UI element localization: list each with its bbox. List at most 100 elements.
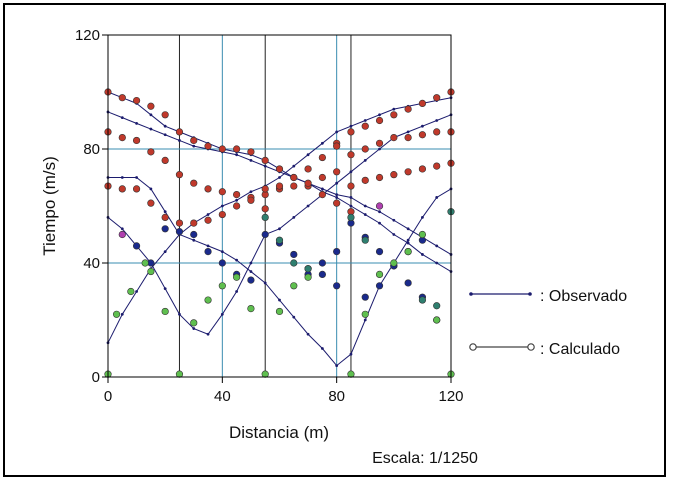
chart-frame: 0 40 80 120 0 40 80 120 Distancia (m) Escala: 1… <box>3 3 666 477</box>
observado-point <box>206 332 210 336</box>
observado-point <box>249 270 253 273</box>
observado-point <box>163 210 167 214</box>
calculado-point <box>318 173 326 182</box>
observado-point <box>406 238 410 242</box>
observado-point <box>421 253 424 256</box>
legend-calculado-marker <box>527 343 535 351</box>
calculado-point <box>418 296 427 304</box>
calculado-point <box>375 139 384 147</box>
calculado-point <box>347 128 355 136</box>
calculado-point <box>204 296 212 304</box>
calculado-point <box>304 265 312 273</box>
observado-point <box>363 318 367 322</box>
calculado-point <box>147 267 155 276</box>
calculado-point <box>175 370 184 378</box>
observado-point <box>135 176 138 179</box>
calculado-point <box>347 182 355 190</box>
seismic-travel-time-chart: 0 40 80 120 0 40 80 120 Distancia (m) Escala: 1… <box>40 27 627 467</box>
observado-point <box>349 170 353 174</box>
calculado-point <box>318 270 326 279</box>
calculado-point <box>333 168 341 176</box>
calculado-point <box>247 148 255 156</box>
observado-point <box>235 198 239 202</box>
calculado-point <box>304 165 312 173</box>
x-tick-label: 120 <box>438 388 463 405</box>
observado-point <box>306 204 310 208</box>
observado-point <box>349 204 353 208</box>
calculado-point <box>118 230 126 239</box>
observado-point <box>320 347 324 350</box>
observado-point <box>249 190 253 194</box>
calculado-point <box>418 230 427 239</box>
calculado-point <box>175 219 184 227</box>
calculado-point <box>204 248 212 256</box>
observado-point <box>235 153 239 157</box>
calculado-point <box>390 134 398 142</box>
calculado-point <box>404 248 412 256</box>
calculado-point <box>290 259 298 267</box>
observado-point <box>163 124 167 128</box>
calculado-point <box>347 213 355 221</box>
calculado-point <box>304 273 312 281</box>
observado-point <box>320 187 324 191</box>
y-tick-label: 120 <box>75 27 100 44</box>
calculado-point <box>333 142 341 150</box>
observado-point <box>306 153 310 157</box>
observado-point <box>120 116 124 120</box>
calculado-point <box>247 276 255 284</box>
calculado-point <box>290 282 298 290</box>
calculado-point <box>261 213 269 221</box>
calculado-point <box>175 128 184 136</box>
calculado-point <box>112 310 121 318</box>
observado-point <box>363 159 367 162</box>
calculado-point <box>132 185 141 193</box>
calculado-point <box>141 259 149 267</box>
calculado-point <box>132 136 141 145</box>
calculado-point <box>204 142 212 150</box>
calculado-point <box>361 236 369 244</box>
calculado-point <box>175 228 184 236</box>
calculado-point <box>175 171 184 179</box>
observado-point <box>163 250 167 254</box>
observado-point <box>220 312 224 316</box>
observado-point <box>263 164 267 168</box>
calculado-point <box>275 165 284 173</box>
calculado-point <box>433 316 441 324</box>
observado-point <box>235 290 239 293</box>
observado-point <box>135 290 138 293</box>
x-tick-label: 40 <box>214 388 231 405</box>
calculado-point <box>404 279 412 287</box>
calculado-point <box>275 182 284 190</box>
observado-point <box>178 312 181 316</box>
observado-point <box>135 121 138 125</box>
calculado-point <box>390 111 398 119</box>
calculado-point <box>361 293 369 301</box>
observado-point <box>149 127 153 131</box>
observado-point <box>206 244 210 248</box>
calculado-point <box>290 250 298 259</box>
observado-point <box>278 227 281 231</box>
observado-point <box>335 181 339 185</box>
calculado-point <box>375 270 384 279</box>
calculado-point <box>347 370 355 378</box>
calculado-point <box>375 173 384 182</box>
calculado-point <box>233 273 241 281</box>
calculado-point <box>218 259 226 267</box>
observado-point <box>392 218 396 222</box>
calculado-point <box>433 94 441 102</box>
observado-point <box>120 176 124 179</box>
observado-point <box>378 221 381 225</box>
calculado-point <box>390 259 398 267</box>
calculado-point <box>190 230 198 239</box>
calculado-point <box>375 116 384 125</box>
observado-point <box>235 258 239 262</box>
observado-point <box>421 124 424 128</box>
legend-calculado-marker <box>469 343 477 351</box>
calculado-point <box>361 176 369 184</box>
calculado-point <box>275 236 284 244</box>
calculado-point <box>161 307 169 316</box>
observado-point <box>220 204 224 208</box>
observado-point <box>349 352 353 356</box>
calculado-point <box>433 302 441 310</box>
calculado-point <box>304 179 312 187</box>
